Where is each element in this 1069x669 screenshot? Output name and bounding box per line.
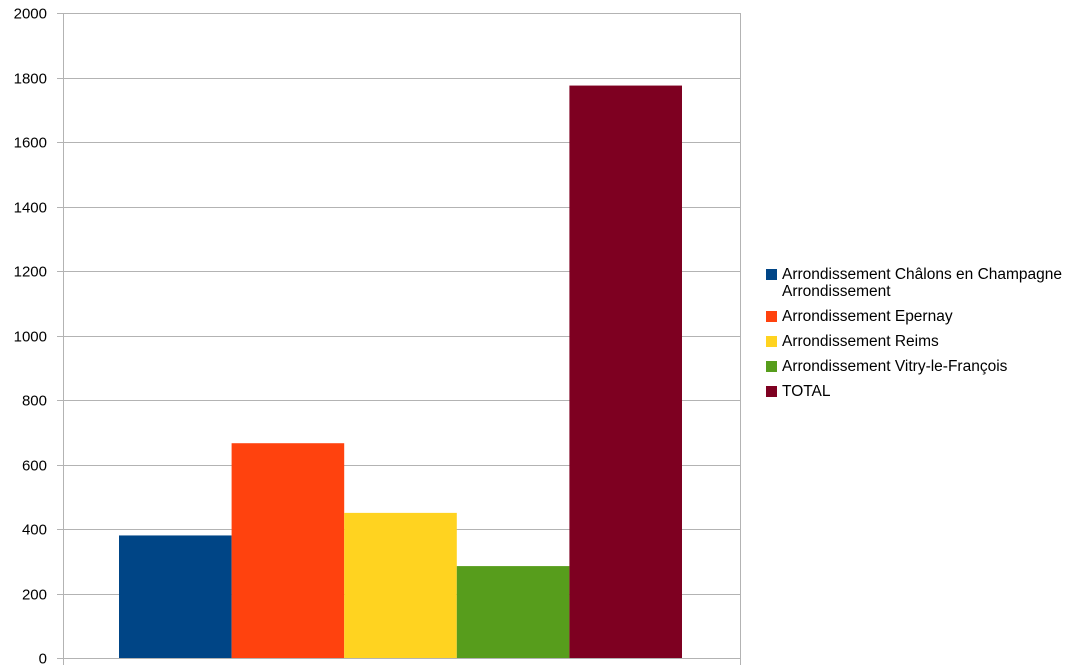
legend-item: Arrondissement Vitry-le-François <box>766 358 1066 375</box>
legend-label: Arrondissement Vitry-le-François <box>782 358 1008 375</box>
y-tick-label: 1600 <box>14 135 47 152</box>
y-tick-label: 600 <box>22 458 47 475</box>
y-tick-label: 1000 <box>14 329 47 346</box>
legend-label: Arrondissement Epernay <box>782 308 953 325</box>
legend-item: Arrondissement Châlons en Champagne Arro… <box>766 266 1066 300</box>
bar-0 <box>119 535 232 658</box>
y-axis-labels: 0 200 400 600 800 1000 1200 1400 1600 1800 2000 <box>14 6 47 668</box>
bar-4 <box>569 85 682 658</box>
legend-item: TOTAL <box>766 383 1066 400</box>
y-tick-label: 1400 <box>14 200 47 217</box>
y-tick-label: 800 <box>22 393 47 410</box>
legend-label: Arrondissement Châlons en Champagne Arro… <box>782 266 1063 300</box>
legend-label: TOTAL <box>782 383 831 400</box>
bar-1 <box>231 443 345 658</box>
bar-3 <box>456 566 570 658</box>
legend-swatch <box>766 361 777 372</box>
y-tick-label: 0 <box>39 651 47 668</box>
legend-swatch <box>766 311 777 322</box>
legend-swatch <box>766 336 777 347</box>
legend-item: Arrondissement Epernay <box>766 308 1066 325</box>
legend-swatch <box>766 269 777 280</box>
legend-swatch <box>766 386 777 397</box>
y-tick-label: 1200 <box>14 264 47 281</box>
axes <box>63 13 741 665</box>
y-tick-label: 1800 <box>14 71 47 88</box>
y-tick-label: 2000 <box>14 6 47 23</box>
bars <box>119 85 682 658</box>
y-tick-label: 400 <box>22 522 47 539</box>
legend-item: Arrondissement Reims <box>766 333 1066 350</box>
legend-label: Arrondissement Reims <box>782 333 939 350</box>
bar-2 <box>344 512 457 658</box>
legend: Arrondissement Châlons en Champagne Arro… <box>766 266 1066 408</box>
y-tick-label: 200 <box>22 587 47 604</box>
